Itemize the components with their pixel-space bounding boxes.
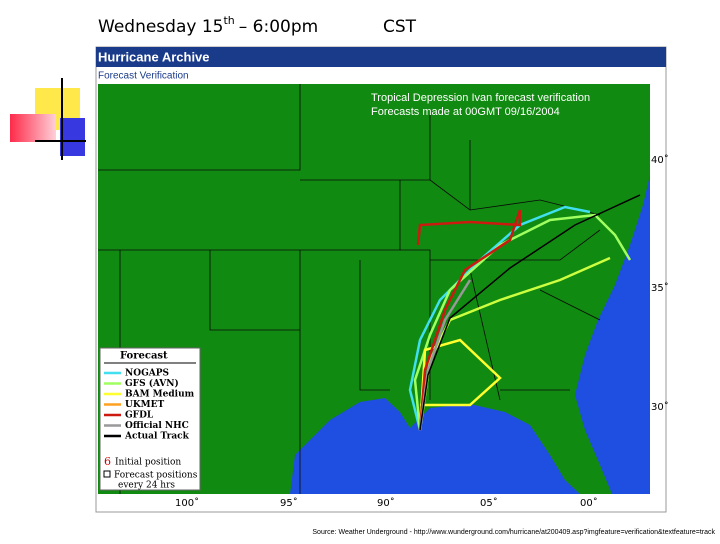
map-caption: Tropical Depression Ivan forecast verifi…	[371, 92, 590, 104]
title-suffix: th	[223, 14, 234, 27]
lat-label: 30˚	[651, 401, 669, 413]
legend-initial: Initial position	[115, 458, 181, 468]
title-day: Wednesday 15	[98, 17, 223, 37]
legend-item: Actual Track	[124, 432, 190, 442]
legend-item: Official NHC	[125, 421, 189, 431]
legend-symbol: 6	[104, 455, 111, 468]
track-bam	[418, 338, 502, 431]
gulf	[290, 398, 580, 494]
title-zone: CST	[383, 17, 417, 37]
legend-item: GFDL	[125, 411, 154, 421]
source-note: Source: Weather Underground - http://www…	[312, 529, 715, 536]
tracks	[408, 194, 641, 431]
legend-positions: Forecast positions	[114, 471, 198, 481]
legend-square	[103, 470, 111, 478]
map-caption: Forecasts made at 00GMT 09/16/2004	[371, 106, 560, 118]
lon-label: 05˚	[480, 497, 498, 509]
track-gfs	[413, 213, 632, 431]
legend-item: BAM Medium	[125, 390, 195, 400]
legend-box	[99, 347, 201, 491]
deco-blue	[60, 118, 85, 156]
lat-label: 40˚	[651, 154, 669, 166]
slide-title: Wednesday 15th – 6:00pm	[98, 14, 318, 37]
header-title: Hurricane Archive	[98, 49, 210, 64]
lon-label: 100˚	[175, 497, 199, 509]
lon-label: 95˚	[280, 497, 298, 509]
legend-item: UKMET	[125, 400, 164, 410]
legend: Forecast Initial position 6 Forecast pos…	[99, 347, 201, 491]
lon-label: 90˚	[377, 497, 395, 509]
track-gfdl	[416, 209, 522, 431]
header-subtitle: Forecast Verification	[98, 71, 189, 82]
lat-label: 35˚	[651, 282, 669, 294]
legend-item: NOGAPS	[125, 369, 169, 379]
atlantic	[575, 175, 650, 494]
header-bar	[96, 47, 666, 67]
legend-item: GFS (AVN)	[125, 378, 179, 389]
deco-red	[10, 114, 56, 142]
lon-label: 00˚	[580, 497, 598, 509]
legend-positions: every 24 hrs	[118, 481, 175, 491]
title-time: – 6:00pm	[239, 17, 318, 37]
borders	[98, 84, 601, 494]
legend-title: Forecast	[120, 351, 168, 362]
track-actual	[419, 194, 641, 431]
